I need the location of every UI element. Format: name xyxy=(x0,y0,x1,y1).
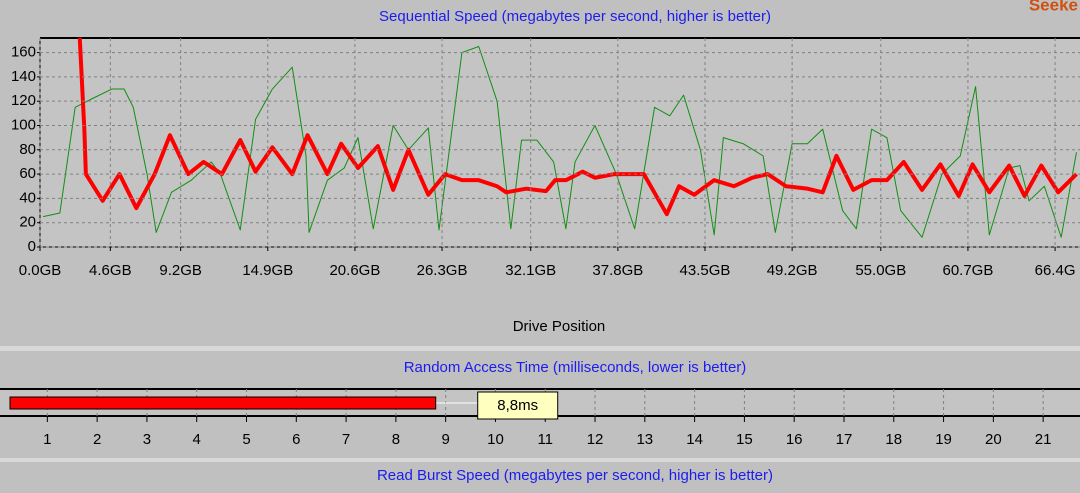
x-tick-label: 7 xyxy=(342,431,350,448)
x-tick-label: 8 xyxy=(392,431,400,448)
x-tick-label: 20.6GB xyxy=(329,262,380,279)
x-tick-label: 1 xyxy=(43,431,51,448)
corner-label: Seeke xyxy=(1029,0,1078,14)
chart-title: Sequential Speed (megabytes per second, … xyxy=(379,8,771,25)
x-tick-label: 15 xyxy=(736,431,753,448)
x-tick-label: 5 xyxy=(242,431,250,448)
x-tick-label: 20 xyxy=(985,431,1002,448)
x-tick-label: 4 xyxy=(193,431,201,448)
x-tick-label: 60.7GB xyxy=(942,262,993,279)
x-tick-label: 43.5GB xyxy=(680,262,731,279)
x-tick-label: 49.2GB xyxy=(767,262,818,279)
separator xyxy=(0,346,1080,351)
x-tick-label: 12 xyxy=(587,431,604,448)
x-axis-label: Drive Position xyxy=(513,318,606,335)
x-tick-label: 21 xyxy=(1035,431,1052,448)
x-tick-label: 37.8GB xyxy=(592,262,643,279)
x-tick-label: 55.0GB xyxy=(855,262,906,279)
x-tick-label: 4.6GB xyxy=(89,262,132,279)
x-tick-label: 13 xyxy=(636,431,653,448)
chart-title: Read Burst Speed (megabytes per second, … xyxy=(377,467,773,484)
x-tick-label: 9.2GB xyxy=(159,262,202,279)
x-tick-label: 0.0GB xyxy=(19,262,62,279)
y-tick-label: 140 xyxy=(11,68,36,85)
x-tick-label: 19 xyxy=(935,431,952,448)
x-tick-label: 2 xyxy=(93,431,101,448)
y-tick-label: 80 xyxy=(19,141,36,158)
x-tick-label: 14 xyxy=(686,431,703,448)
x-tick-label: 32.1GB xyxy=(505,262,556,279)
x-tick-label: 6 xyxy=(292,431,300,448)
y-tick-label: 60 xyxy=(19,165,36,182)
y-tick-label: 0 xyxy=(28,238,36,255)
x-tick-label: 9 xyxy=(441,431,449,448)
y-tick-label: 40 xyxy=(19,189,36,206)
x-tick-label: 17 xyxy=(836,431,853,448)
plot-area xyxy=(40,38,1080,247)
y-tick-label: 100 xyxy=(11,116,36,133)
x-tick-label: 10 xyxy=(487,431,504,448)
x-tick-label: 3 xyxy=(143,431,151,448)
x-tick-label: 16 xyxy=(786,431,803,448)
x-tick-label: 11 xyxy=(537,431,553,448)
value-label: 8,8ms xyxy=(497,397,538,414)
series-line xyxy=(42,46,1077,238)
x-tick-label: 14.9GB xyxy=(242,262,293,279)
chart-title: Random Access Time (milliseconds, lower … xyxy=(404,359,747,376)
y-tick-label: 20 xyxy=(19,214,36,231)
x-tick-label: 26.3GB xyxy=(417,262,468,279)
y-tick-label: 120 xyxy=(11,92,36,109)
bar xyxy=(9,396,437,410)
y-tick-label: 160 xyxy=(11,44,36,61)
x-tick-label: 66.4G xyxy=(1035,262,1076,279)
separator xyxy=(0,458,1080,462)
value-label-box xyxy=(477,391,559,420)
x-tick-label: 18 xyxy=(885,431,902,448)
